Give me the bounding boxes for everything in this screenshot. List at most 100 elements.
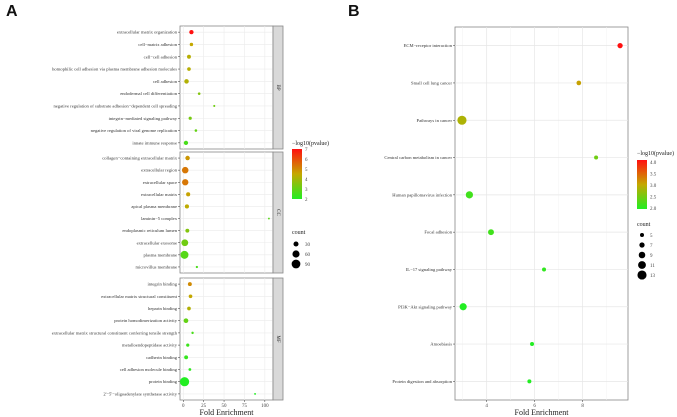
term-label: Amoebiasis (430, 342, 452, 347)
kegg-dotplot: ECM−receptor interaction Small cell lung … (384, 26, 674, 417)
facet-panel-CC (179, 151, 274, 274)
size-legend-dot (638, 251, 646, 259)
colorbar-tick-label: 5 (305, 168, 308, 173)
term-label: PI3K−Akt signaling pathway (398, 304, 453, 309)
data-point (594, 155, 599, 160)
term-label: extracellular matrix (141, 192, 178, 197)
size-legend-label: 13 (650, 274, 656, 279)
term-label: negative regulation of viral genome repl… (91, 128, 178, 133)
size-legend-dot (637, 270, 647, 280)
colorbar-tick-label: 4.0 (650, 161, 657, 166)
facet-panel-BP (179, 25, 274, 150)
data-point (189, 29, 194, 35)
colorbar-tick-label: 3.5 (650, 173, 657, 178)
term-label: extracellular matrix structural constitu… (101, 294, 178, 299)
data-point (195, 265, 199, 269)
facet-strip (272, 277, 284, 401)
facet-strip (272, 151, 284, 274)
data-point (184, 204, 189, 209)
data-point (189, 42, 194, 47)
data-point (181, 239, 189, 247)
term-label: Pathways in cancer (417, 118, 453, 123)
term-label: collagen−containing extracellular matrix (102, 156, 177, 161)
size-legend-dot (639, 242, 645, 248)
data-point (182, 179, 189, 186)
term-label: heparin binding (148, 306, 178, 311)
term-label: ECM−receptor interaction (404, 43, 453, 48)
data-point (187, 306, 191, 311)
x-axis-title: Fold Enrichment (200, 408, 255, 417)
size-legend-label: 60 (305, 253, 311, 258)
term-label: innate immune response (132, 140, 177, 145)
data-point (187, 67, 191, 71)
data-point (530, 342, 535, 347)
x-tick-label: 50 (222, 404, 228, 409)
data-point (459, 303, 467, 311)
colorbar-tick-label: 3.0 (650, 184, 657, 189)
data-point (188, 368, 192, 371)
facet-strip (272, 25, 284, 150)
term-label: extracellular space (143, 180, 177, 185)
term-label: Human papillomavirus infection (392, 192, 452, 197)
x-tick-label: 8 (581, 404, 584, 409)
size-legend-dot (291, 259, 301, 269)
size-legend-dot (292, 250, 300, 258)
data-point (187, 282, 192, 287)
size-legend-label: 30 (305, 243, 311, 248)
data-point (186, 192, 191, 197)
data-point (542, 267, 547, 272)
term-label: extracellular matrix structural constitu… (52, 330, 178, 335)
term-label: integrin−mediated signaling pathway (109, 116, 178, 121)
term-label: cell−cell adhesion (144, 54, 178, 59)
colorbar (292, 149, 302, 199)
term-label: plasma membrane (143, 252, 177, 257)
size-legend-title: count (292, 230, 306, 236)
data-point (254, 392, 256, 395)
term-label: IL−17 signaling pathway (406, 267, 453, 272)
size-legend-label: 7 (650, 244, 653, 249)
colorbar-tick-label: 2.0 (650, 207, 657, 212)
data-point (488, 229, 494, 236)
term-label: protein homodimerization activity (114, 318, 177, 323)
x-tick-label: 25 (201, 404, 207, 409)
x-axis-title: Fold Enrichment (515, 408, 570, 417)
term-label: cell−matrix adhesion (138, 42, 177, 47)
panel-label-a: A (6, 3, 18, 20)
facet-strip-label: MF (275, 335, 280, 342)
term-label: apical plasma membrane (131, 204, 177, 209)
data-point (213, 104, 216, 107)
x-tick-label: 4 (485, 404, 488, 409)
term-label: laminin−5 complex (141, 216, 178, 221)
term-label: cell adhesion (153, 79, 178, 84)
data-point (457, 115, 467, 125)
data-point (184, 79, 189, 84)
term-label: Small cell lung cancer (411, 80, 452, 85)
term-label: negative regulation of substrate adhesio… (53, 103, 177, 108)
data-point (576, 80, 582, 86)
color-legend-title: −log10(pvalue) (637, 150, 674, 157)
facet-panel-MF (179, 277, 274, 401)
term-label: Focal adhesion (424, 230, 452, 235)
size-legend-dot (640, 233, 644, 237)
size-legend-label: 90 (305, 263, 311, 268)
term-label: protein binding (149, 379, 178, 384)
data-point (465, 191, 473, 199)
data-point (181, 166, 189, 174)
data-point (185, 228, 190, 233)
term-label: cell adhesion molecule binding (120, 367, 178, 372)
term-label: extracellular exosome (137, 240, 177, 245)
facet-strip-label: CC (275, 209, 280, 216)
data-point (180, 250, 189, 259)
x-tick-label: 100 (261, 404, 269, 409)
colorbar-tick-label: 4 (305, 178, 308, 183)
data-point (191, 331, 194, 335)
size-legend-label: 5 (650, 234, 653, 239)
colorbar-tick-label: 2.5 (650, 196, 657, 201)
data-point (184, 355, 189, 360)
term-label: Protein digestion and absorption (392, 379, 452, 384)
data-point (187, 54, 191, 59)
size-legend-label: 9 (650, 254, 653, 259)
facet-strip-label: BP (275, 84, 280, 90)
data-point (183, 140, 189, 146)
x-tick-label: 0 (182, 404, 185, 409)
